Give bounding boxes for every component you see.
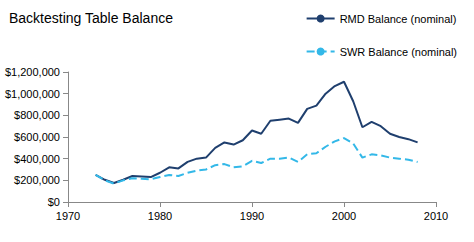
- svg-text:$600,000: $600,000: [14, 131, 60, 143]
- svg-text:SWR Balance (nominal): SWR Balance (nominal): [340, 46, 457, 58]
- svg-text:RMD Balance (nominal): RMD Balance (nominal): [340, 13, 457, 25]
- svg-text:2010: 2010: [424, 210, 448, 222]
- svg-text:2000: 2000: [332, 210, 356, 222]
- svg-text:1970: 1970: [56, 210, 80, 222]
- svg-text:$400,000: $400,000: [14, 153, 60, 165]
- svg-text:1980: 1980: [148, 210, 172, 222]
- svg-text:$0: $0: [48, 196, 60, 208]
- svg-text:$1,000,000: $1,000,000: [5, 88, 60, 100]
- svg-text:$800,000: $800,000: [14, 109, 60, 121]
- svg-text:1990: 1990: [240, 210, 264, 222]
- svg-text:$1,200,000: $1,200,000: [5, 66, 60, 78]
- svg-text:Backtesting Table Balance: Backtesting Table Balance: [9, 10, 173, 26]
- svg-text:$200,000: $200,000: [14, 174, 60, 186]
